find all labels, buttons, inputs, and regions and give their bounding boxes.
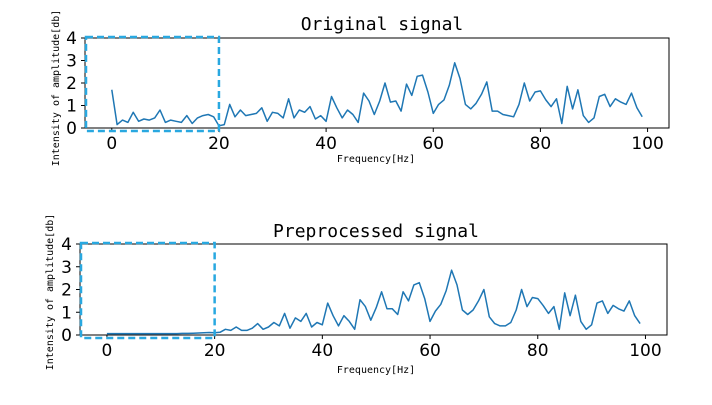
x-tick-label: 60 <box>419 341 441 361</box>
highlight-box <box>84 35 221 133</box>
x-tick-label: 0 <box>102 341 113 361</box>
chart-title: Preprocessed signal <box>273 221 479 242</box>
y-tick-label: 3 <box>61 258 72 278</box>
x-tick-label: 80 <box>527 341 549 361</box>
y-axis-label: Intensity of amplitude[db] <box>45 214 56 371</box>
y-tick-label: 4 <box>61 235 72 255</box>
x-tick-label: 80 <box>530 134 552 154</box>
x-tick-label: 20 <box>204 341 226 361</box>
x-tick-label: 40 <box>312 341 334 361</box>
series-line <box>111 62 643 127</box>
y-tick-label: 4 <box>66 29 77 49</box>
x-tick-label: 20 <box>208 134 230 154</box>
y-tick-label: 0 <box>61 326 72 346</box>
axes-frame <box>84 37 670 129</box>
x-axis-label: Frequency[Hz] <box>337 154 415 165</box>
highlight-box <box>79 241 216 340</box>
chart-title: Original signal <box>301 14 464 35</box>
y-tick-label: 3 <box>66 52 77 72</box>
y-axis-label: Intensity of amplitude[db] <box>51 10 62 167</box>
chart-original-signal: Original signal Frequency[Hz] Intensity … <box>51 10 670 167</box>
x-tick-label: 100 <box>631 134 663 154</box>
x-tick-label: 40 <box>315 134 337 154</box>
axes-frame <box>79 243 668 336</box>
y-tick-label: 2 <box>66 74 77 94</box>
x-axis-label: Frequency[Hz] <box>337 365 415 376</box>
x-tick-label: 0 <box>106 134 117 154</box>
y-tick-label: 2 <box>61 281 72 301</box>
x-tick-label: 60 <box>422 134 444 154</box>
x-tick-label: 100 <box>629 341 661 361</box>
y-tick-label: 1 <box>61 303 72 323</box>
series-line <box>106 269 641 335</box>
y-tick-label: 0 <box>66 119 77 139</box>
chart-preprocessed-signal: Preprocessed signal Frequency[Hz] Intens… <box>45 214 668 376</box>
y-tick-label: 1 <box>66 97 77 117</box>
